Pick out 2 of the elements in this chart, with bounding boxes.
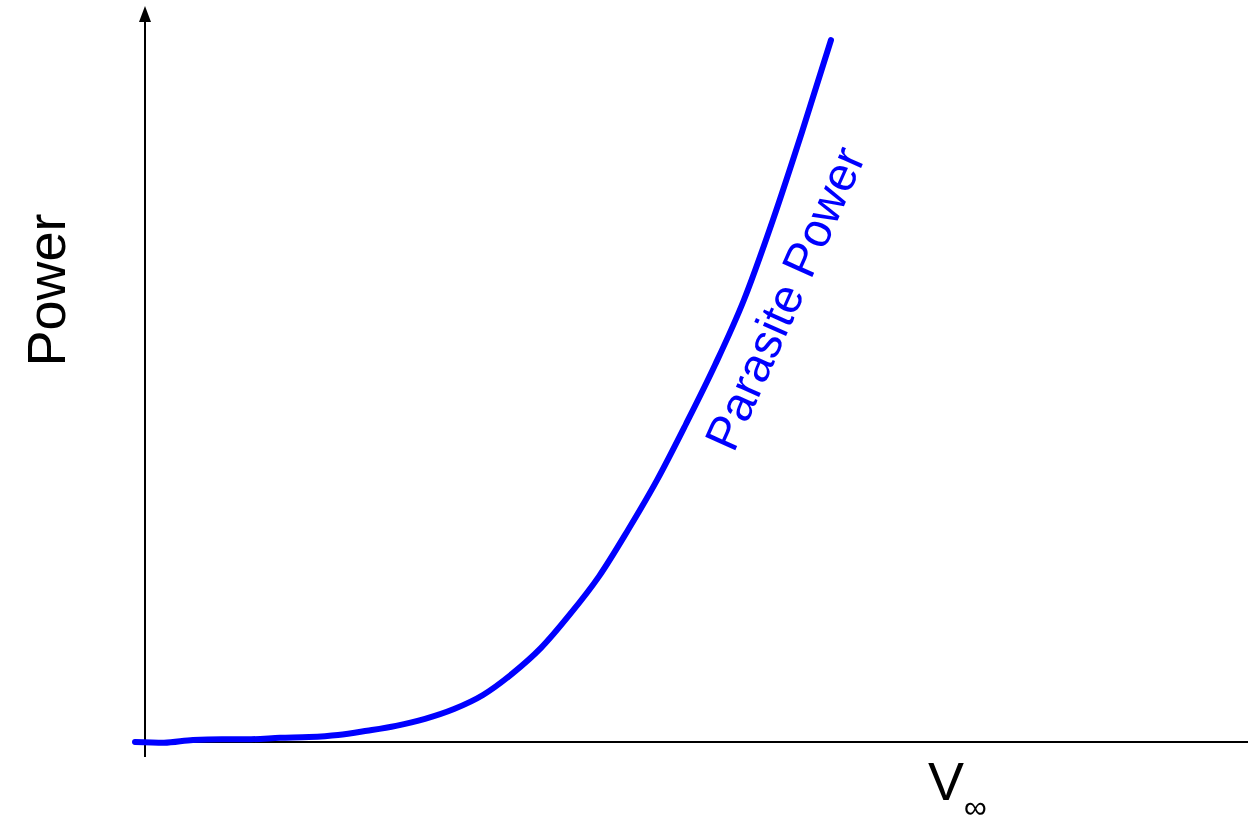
x-axis-title: V$_{∞}$ (928, 751, 988, 825)
y-axis-title: Power (16, 213, 76, 367)
